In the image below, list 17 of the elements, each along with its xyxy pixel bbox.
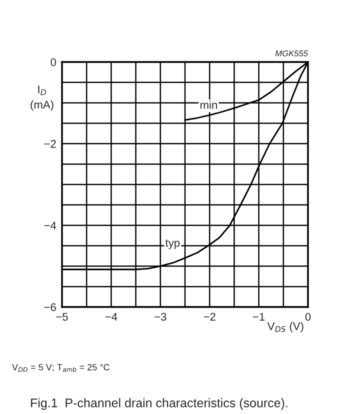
y-tick-label: −4 xyxy=(44,222,56,230)
x-tick-label: −3 xyxy=(154,312,166,321)
x-tick-label: −5 xyxy=(56,312,68,321)
y-tick-label: 0 xyxy=(50,58,56,66)
x-tick-label: −4 xyxy=(105,312,118,321)
x-tick-label: 0 xyxy=(305,312,311,321)
y-axis-title: I$_{D}$ (mA) xyxy=(30,86,54,111)
y-tick-label: −2 xyxy=(44,140,56,148)
text: Fig.1 P-channel drain characteristics (source). xyxy=(31,398,288,410)
text: MGK555 xyxy=(275,50,308,56)
x-tick-label: −2 xyxy=(204,312,216,321)
y-tick-label: −6 xyxy=(44,303,56,312)
x-tick-label: −1 xyxy=(253,312,265,321)
text: V$_{DD}$ = 5 V; T$_{amb}$ = 25 °C xyxy=(12,364,110,372)
series-label: min xyxy=(200,100,217,109)
series-label: typ xyxy=(165,240,180,250)
x-axis-title: V$_{DS}$ (V) xyxy=(267,322,304,332)
